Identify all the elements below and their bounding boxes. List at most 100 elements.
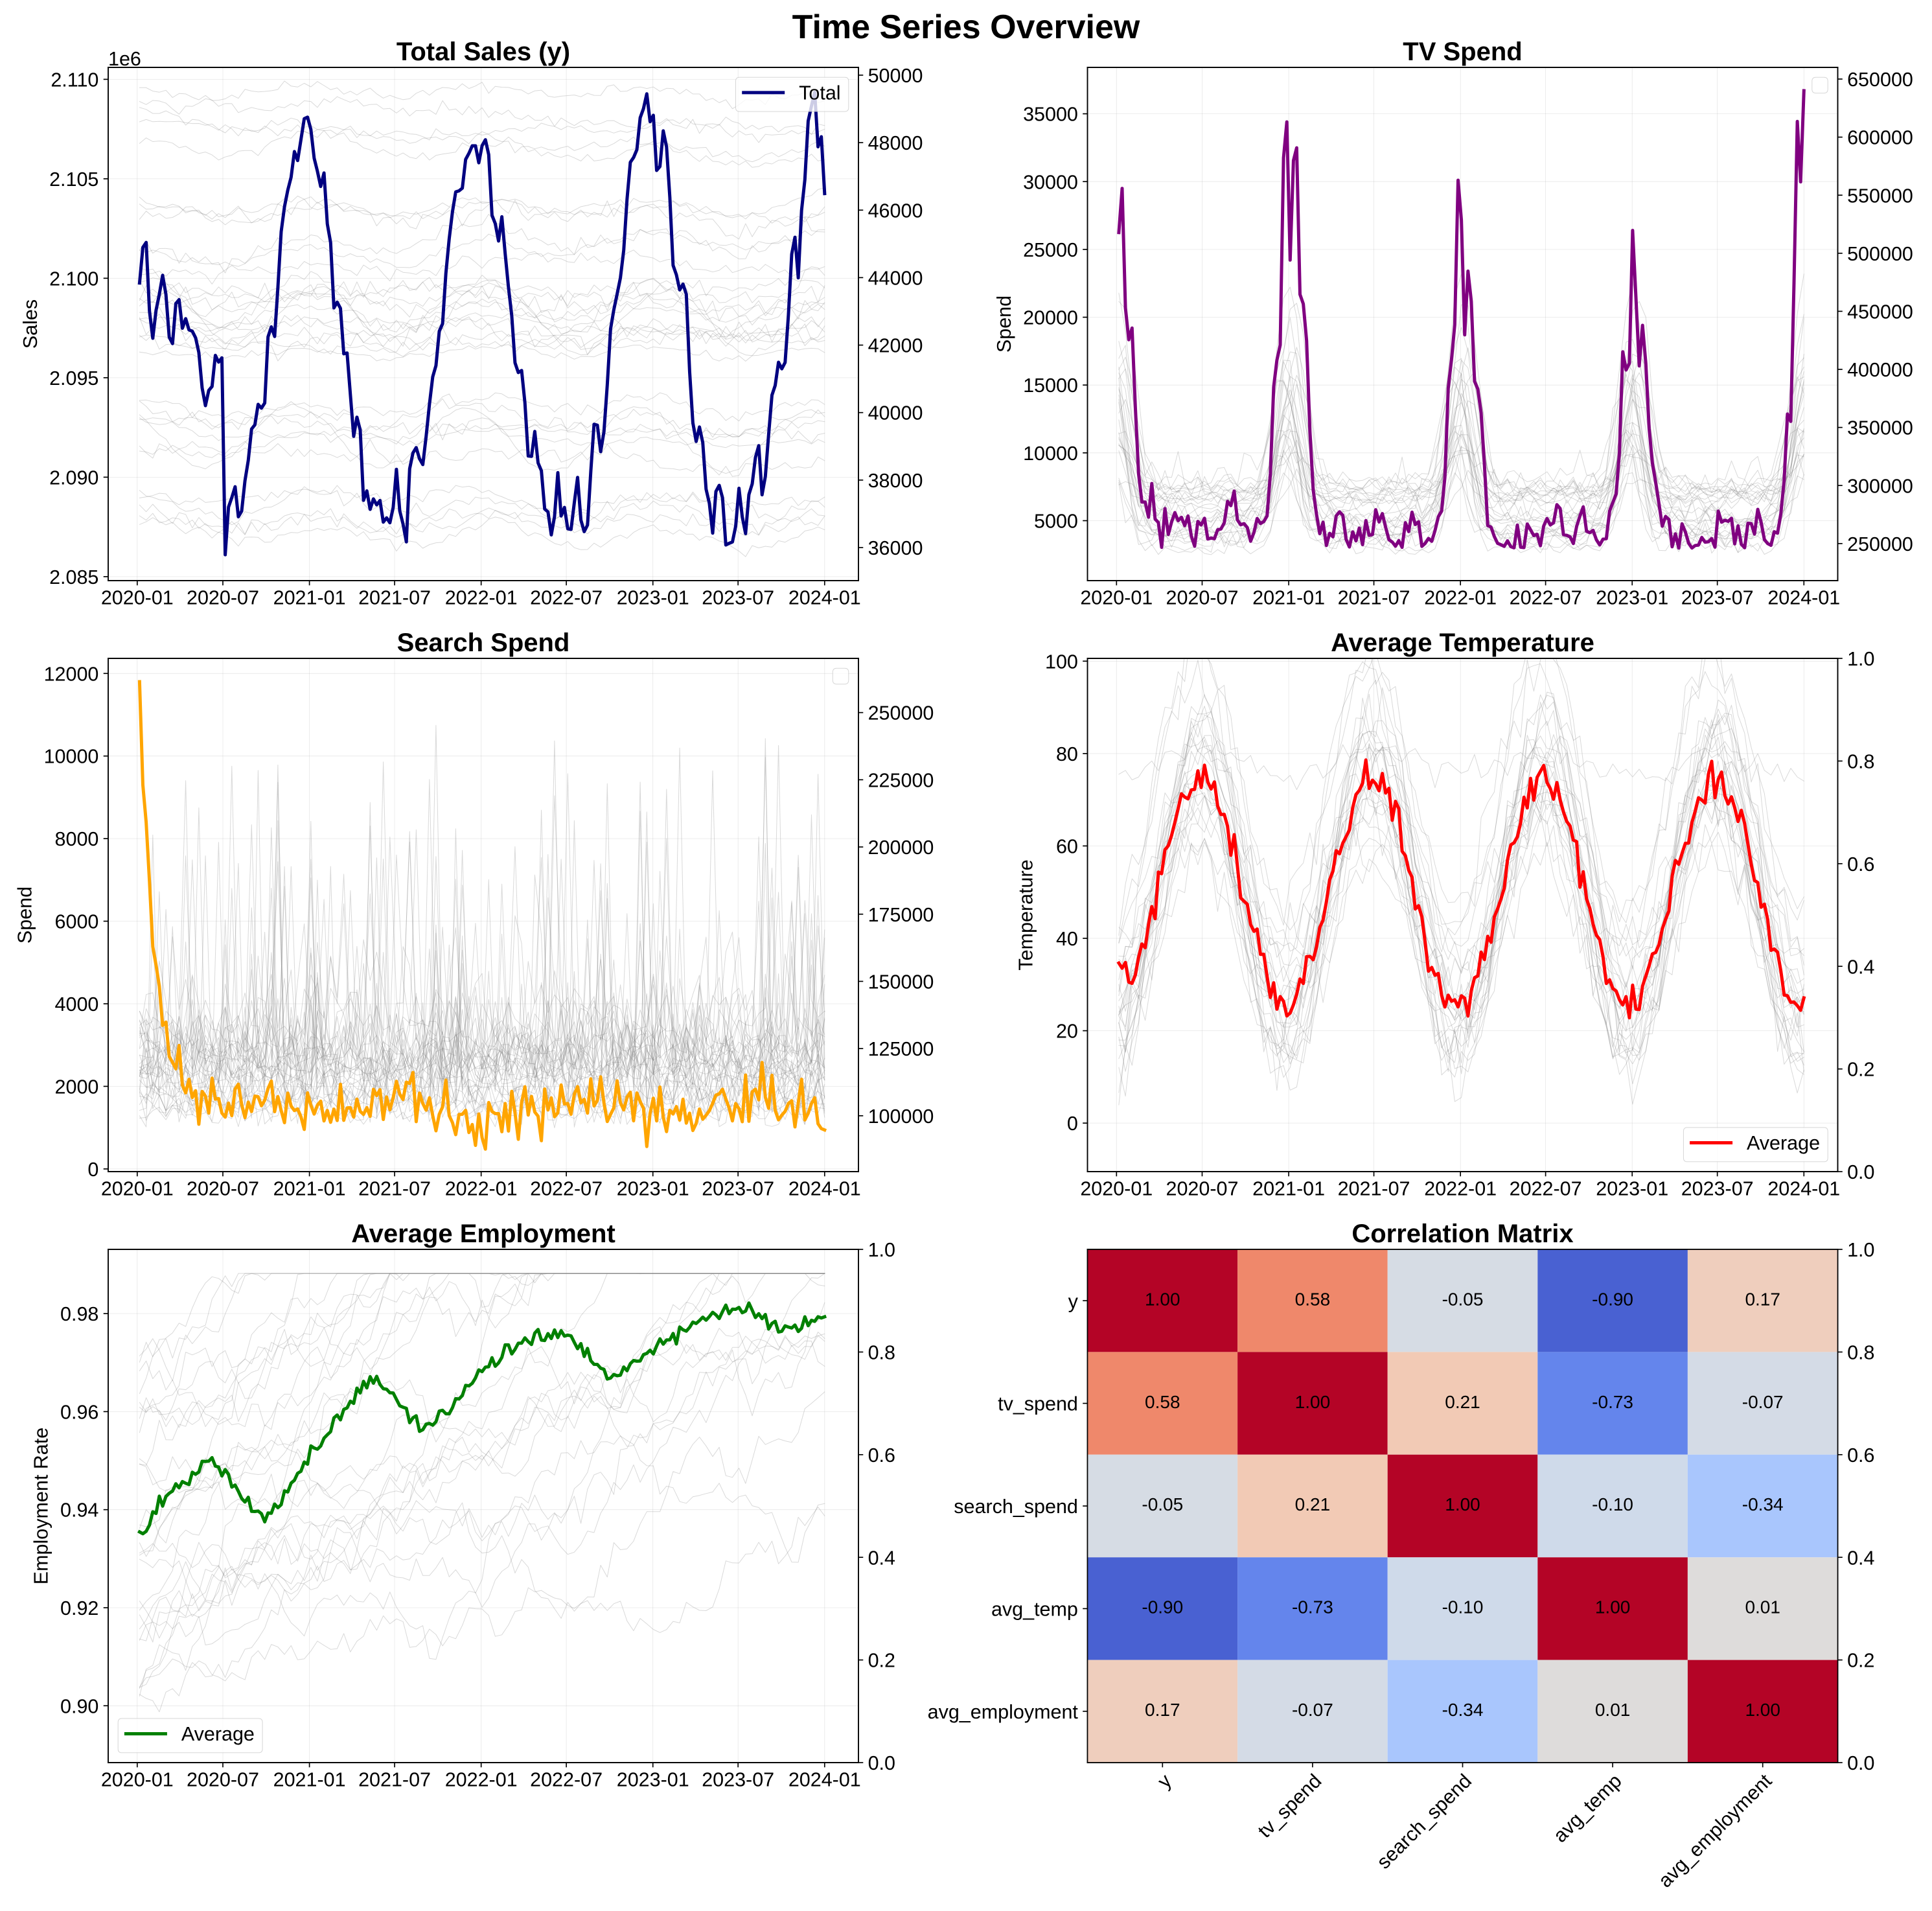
- svg-text:30000: 30000: [1023, 171, 1078, 193]
- svg-text:4000: 4000: [55, 993, 99, 1015]
- svg-text:600000: 600000: [1847, 127, 1913, 149]
- svg-text:0: 0: [1067, 1113, 1078, 1135]
- svg-text:650000: 650000: [1847, 69, 1913, 91]
- svg-text:44000: 44000: [868, 267, 923, 289]
- svg-text:0.58: 0.58: [1145, 1392, 1180, 1412]
- svg-text:0.4: 0.4: [1847, 1547, 1874, 1569]
- svg-text:Sales: Sales: [19, 299, 41, 349]
- svg-text:2021-07: 2021-07: [1338, 1178, 1410, 1200]
- svg-text:350000: 350000: [1847, 417, 1913, 439]
- svg-text:2.110: 2.110: [51, 69, 98, 91]
- svg-text:6000: 6000: [55, 911, 99, 933]
- svg-text:300000: 300000: [1847, 475, 1913, 497]
- svg-text:Average Temperature: Average Temperature: [1331, 629, 1594, 657]
- svg-text:1e6: 1e6: [108, 48, 141, 70]
- svg-text:2022-07: 2022-07: [530, 1178, 603, 1200]
- svg-text:2.100: 2.100: [49, 268, 98, 290]
- svg-text:0.8: 0.8: [868, 1341, 895, 1363]
- svg-text:0.94: 0.94: [60, 1500, 98, 1522]
- svg-text:250000: 250000: [868, 702, 934, 724]
- svg-text:20: 20: [1056, 1021, 1078, 1043]
- svg-text:2020-01: 2020-01: [1080, 1178, 1153, 1200]
- svg-text:2021-07: 2021-07: [358, 587, 431, 609]
- svg-text:0.2: 0.2: [868, 1650, 895, 1672]
- svg-text:175000: 175000: [868, 904, 934, 926]
- svg-text:1.0: 1.0: [868, 1239, 895, 1261]
- svg-text:2022-01: 2022-01: [445, 1178, 518, 1200]
- svg-text:2021-01: 2021-01: [273, 1178, 346, 1200]
- svg-text:2023-07: 2023-07: [1681, 587, 1754, 609]
- svg-text:2021-07: 2021-07: [1338, 587, 1410, 609]
- svg-text:2020-01: 2020-01: [1080, 587, 1153, 609]
- svg-text:1.00: 1.00: [1745, 1700, 1780, 1720]
- svg-text:150000: 150000: [868, 971, 934, 993]
- svg-text:0.8: 0.8: [1847, 1341, 1874, 1363]
- svg-text:125000: 125000: [868, 1038, 934, 1060]
- svg-text:0.90: 0.90: [60, 1695, 98, 1717]
- svg-text:0.17: 0.17: [1745, 1289, 1780, 1309]
- svg-text:0.21: 0.21: [1445, 1392, 1480, 1412]
- svg-text:Temperature: Temperature: [1015, 859, 1037, 970]
- svg-text:20000: 20000: [1023, 307, 1078, 329]
- svg-text:-0.34: -0.34: [1742, 1494, 1784, 1514]
- svg-text:-0.10: -0.10: [1592, 1494, 1633, 1514]
- svg-text:50000: 50000: [868, 65, 923, 87]
- svg-text:1.0: 1.0: [1847, 648, 1874, 670]
- svg-text:200000: 200000: [868, 837, 934, 859]
- svg-text:2000: 2000: [55, 1076, 99, 1098]
- svg-text:2023-07: 2023-07: [1681, 1178, 1754, 1200]
- svg-text:2021-07: 2021-07: [358, 1769, 431, 1791]
- svg-text:42000: 42000: [868, 335, 923, 357]
- svg-text:-0.34: -0.34: [1442, 1700, 1484, 1720]
- svg-text:2022-07: 2022-07: [1510, 1178, 1582, 1200]
- svg-text:0.92: 0.92: [60, 1597, 98, 1619]
- svg-text:2023-07: 2023-07: [702, 587, 774, 609]
- svg-text:0.0: 0.0: [1847, 1161, 1874, 1183]
- svg-text:0.2: 0.2: [1847, 1059, 1874, 1081]
- svg-text:Search Spend: Search Spend: [397, 629, 570, 657]
- svg-text:0.2: 0.2: [1847, 1650, 1874, 1672]
- svg-text:2024-01: 2024-01: [788, 587, 861, 609]
- svg-text:8000: 8000: [55, 828, 99, 850]
- svg-text:0.4: 0.4: [1847, 956, 1874, 978]
- svg-text:y: y: [1068, 1290, 1079, 1312]
- svg-text:2024-01: 2024-01: [1767, 587, 1840, 609]
- svg-text:2.090: 2.090: [49, 467, 98, 489]
- svg-text:2023-01: 2023-01: [617, 1178, 689, 1200]
- svg-text:0: 0: [87, 1159, 98, 1181]
- svg-text:0.0: 0.0: [868, 1752, 895, 1774]
- svg-text:1.00: 1.00: [1145, 1289, 1180, 1309]
- svg-text:2022-01: 2022-01: [445, 587, 518, 609]
- svg-text:Average Employment: Average Employment: [351, 1220, 615, 1248]
- svg-text:2021-01: 2021-01: [273, 1769, 346, 1791]
- svg-text:2022-07: 2022-07: [530, 587, 603, 609]
- svg-text:2023-01: 2023-01: [617, 1769, 689, 1791]
- svg-text:2023-01: 2023-01: [617, 587, 689, 609]
- svg-text:1.00: 1.00: [1295, 1392, 1331, 1412]
- svg-text:550000: 550000: [1847, 185, 1913, 207]
- svg-text:Total Sales (y): Total Sales (y): [397, 38, 570, 66]
- svg-text:avg_temp: avg_temp: [991, 1598, 1078, 1620]
- svg-text:2022-01: 2022-01: [445, 1769, 518, 1791]
- svg-text:-0.73: -0.73: [1592, 1392, 1633, 1412]
- svg-text:-0.05: -0.05: [1142, 1494, 1183, 1514]
- svg-text:-0.90: -0.90: [1142, 1597, 1183, 1617]
- svg-text:2021-01: 2021-01: [1252, 587, 1325, 609]
- svg-text:0.21: 0.21: [1295, 1494, 1331, 1514]
- svg-text:2024-01: 2024-01: [788, 1769, 861, 1791]
- svg-text:0.6: 0.6: [868, 1444, 895, 1466]
- svg-text:2023-07: 2023-07: [702, 1769, 774, 1791]
- svg-text:-0.90: -0.90: [1592, 1289, 1633, 1309]
- svg-text:0.6: 0.6: [1847, 853, 1874, 875]
- svg-text:2.085: 2.085: [49, 566, 98, 588]
- svg-text:2020-01: 2020-01: [101, 587, 174, 609]
- svg-text:2022-07: 2022-07: [530, 1769, 603, 1791]
- svg-text:2023-07: 2023-07: [702, 1178, 774, 1200]
- svg-text:search_spend: search_spend: [954, 1496, 1078, 1518]
- svg-text:2020-07: 2020-07: [1166, 587, 1239, 609]
- svg-text:40: 40: [1056, 928, 1078, 950]
- svg-text:Time Series Overview: Time Series Overview: [792, 8, 1140, 46]
- svg-text:0.4: 0.4: [868, 1547, 895, 1569]
- svg-text:Correlation Matrix: Correlation Matrix: [1351, 1220, 1573, 1248]
- svg-text:2020-07: 2020-07: [187, 1769, 259, 1791]
